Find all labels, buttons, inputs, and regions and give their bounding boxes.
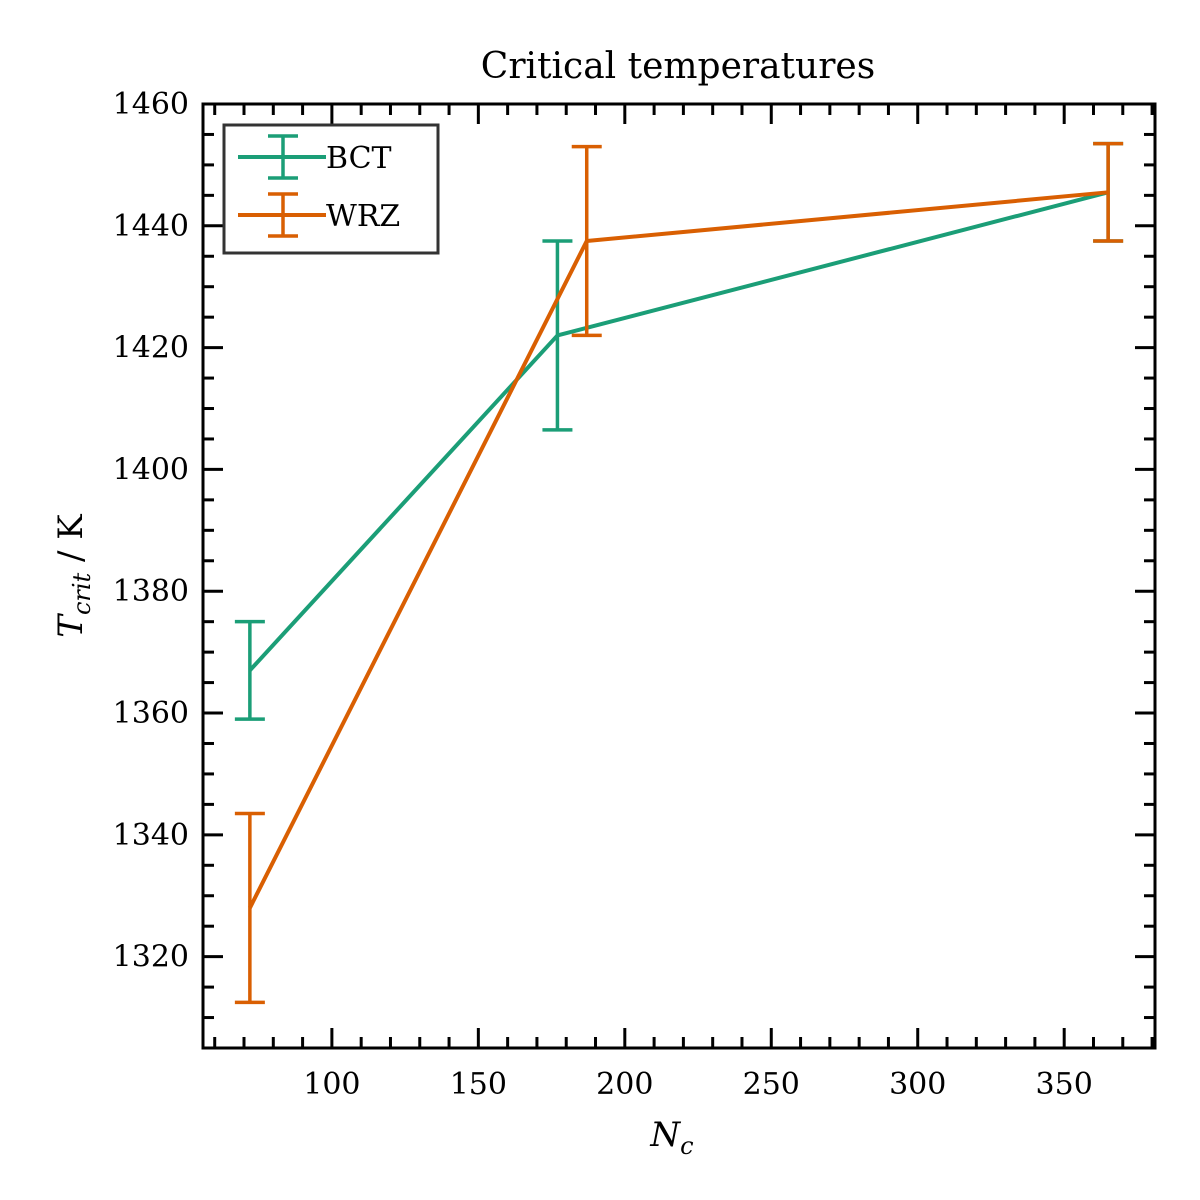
legend: BCT WRZ xyxy=(222,123,440,255)
x-tick-label: 350 xyxy=(1036,1067,1093,1102)
bct-line xyxy=(248,190,1109,672)
x-tick-label: 300 xyxy=(889,1067,946,1102)
y-tick-label: 1420 xyxy=(113,331,189,366)
x-tick-label: 150 xyxy=(450,1067,507,1102)
legend-label-wrz: WRZ xyxy=(326,199,400,234)
x-axis-label: Nc xyxy=(649,1115,693,1160)
x-axis-ticks: 100 150 200 250 300 350 xyxy=(213,104,1154,1102)
y-axis-ticks: 1320 1340 1360 1380 1400 1420 1440 1460 xyxy=(113,87,1155,1050)
chart-title: Critical temperatures xyxy=(481,46,875,87)
series-layer xyxy=(234,141,1124,1005)
x-axis-label-main: N xyxy=(649,1115,681,1155)
legend-item-bct: BCT xyxy=(238,134,392,180)
legend-box xyxy=(222,123,440,255)
y-axis-label-unit: / K xyxy=(51,514,91,573)
series-wrz xyxy=(234,141,1124,1005)
x-tick-label: 200 xyxy=(596,1067,653,1102)
legend-label-bct: BCT xyxy=(326,141,392,176)
y-tick-label: 1400 xyxy=(113,452,189,487)
x-axis-label-sub: c xyxy=(680,1132,693,1160)
y-tick-label: 1380 xyxy=(113,574,189,609)
x-tick-label: 100 xyxy=(303,1067,360,1102)
legend-item-wrz: WRZ xyxy=(238,192,400,238)
plot-frame xyxy=(201,102,1157,1050)
y-axis-label-sub: crit xyxy=(68,572,96,615)
y-tick-label: 1460 xyxy=(113,87,189,122)
y-tick-label: 1440 xyxy=(113,209,189,244)
y-tick-label: 1340 xyxy=(113,818,189,853)
y-axis-label: Tcrit / K xyxy=(51,514,96,638)
y-tick-label: 1320 xyxy=(113,940,189,975)
wrz-line xyxy=(248,190,1109,909)
y-axis-label-main: T xyxy=(51,613,91,638)
y-tick-label: 1360 xyxy=(113,696,189,731)
x-tick-label: 250 xyxy=(743,1067,800,1102)
series-bct xyxy=(234,141,1124,721)
